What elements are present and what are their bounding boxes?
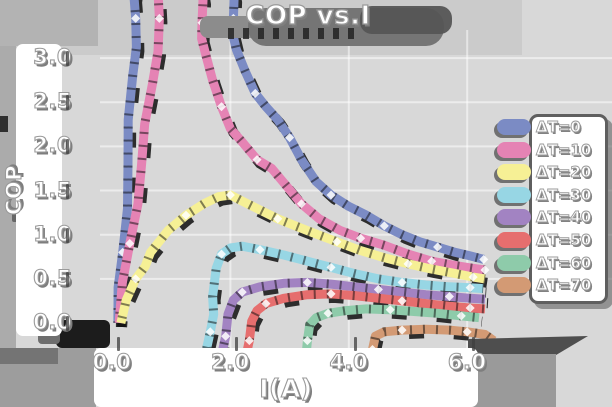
axis-shadow-fragment xyxy=(0,116,8,132)
data-point-marker xyxy=(250,88,260,98)
y-axis-title: COP xyxy=(1,164,26,216)
legend-swatch-icon xyxy=(497,277,531,294)
x-axis-title: I(A) xyxy=(259,373,313,403)
legend-label: ΔT=40 xyxy=(536,208,592,227)
y-tick-label: 3.0 xyxy=(33,45,72,70)
x-tick-label: 2.0 xyxy=(210,349,250,374)
data-point-marker xyxy=(181,210,191,220)
series-streaks-6 xyxy=(300,304,480,368)
yaxis-panel xyxy=(16,44,62,336)
legend-swatch-icon xyxy=(497,209,531,226)
background-bottomleft-dark xyxy=(0,348,58,364)
x-tick-label: 6.0 xyxy=(447,349,487,374)
y-tick-mark xyxy=(66,271,69,287)
title-shadow-dark xyxy=(360,6,452,34)
data-point-marker xyxy=(332,237,342,247)
legend-swatch-icon xyxy=(497,119,531,135)
y-tick-label: 1.0 xyxy=(33,221,72,246)
legend-label: ΔT=30 xyxy=(536,185,592,204)
legend-label: ΔT=70 xyxy=(536,276,592,295)
data-point-marker xyxy=(244,336,254,346)
legend-label: ΔT=60 xyxy=(536,253,592,272)
data-point-marker xyxy=(216,249,227,259)
legend-swatch-icon xyxy=(497,164,531,181)
y-tick-mark xyxy=(66,139,69,155)
background-topleft-shade xyxy=(0,0,98,46)
legend-swatch-icon xyxy=(497,254,531,271)
legend-swatch-icon xyxy=(497,141,531,158)
x-tick-mark xyxy=(235,337,239,351)
y-tick-mark xyxy=(66,183,69,199)
series-line-3 xyxy=(202,241,484,363)
legend-box xyxy=(529,114,608,304)
data-point-marker xyxy=(216,102,227,112)
legend-item-ΔT=40: ΔT=40 xyxy=(497,207,592,227)
y-tick-mark xyxy=(66,316,69,331)
y-tick-label: 2.0 xyxy=(33,133,72,158)
series-line-5 xyxy=(241,289,486,372)
y-tick-label: 0.5 xyxy=(33,265,72,290)
x-tick-mark xyxy=(353,337,357,351)
series-line-0 xyxy=(113,0,485,324)
data-point-marker xyxy=(221,331,231,341)
legend-item-ΔT=50: ΔT=50 xyxy=(497,230,592,250)
origin-shadow-blob xyxy=(56,320,110,348)
series-line-1 xyxy=(114,0,486,324)
data-point-marker xyxy=(225,190,235,200)
legend-label: ΔT=10 xyxy=(536,140,592,159)
series-line-2 xyxy=(116,190,486,325)
legend-item-ΔT=30: ΔT=30 xyxy=(497,185,592,205)
legend-label: ΔT=50 xyxy=(536,231,592,250)
x-tick-mark xyxy=(472,337,476,351)
legend-swatch-icon xyxy=(497,232,531,248)
chart-title: COP vs.I xyxy=(245,0,371,31)
data-point-marker xyxy=(125,239,135,249)
y-tick-label: 0.0 xyxy=(33,309,72,334)
legend-item-ΔT=20: ΔT=20 xyxy=(497,162,592,182)
legend-item-ΔT=10: ΔT=10 xyxy=(497,140,592,160)
legend-label: ΔT=20 xyxy=(536,163,592,182)
data-point-marker xyxy=(131,274,141,284)
legend-item-ΔT=70: ΔT=70 xyxy=(497,275,592,295)
x-tick-mark xyxy=(117,337,120,351)
bottomright-shadow-block xyxy=(468,354,556,407)
x-tick-label: 0.0 xyxy=(92,349,132,374)
xaxis-panel xyxy=(94,348,478,407)
y-tick-label: 1.5 xyxy=(33,177,72,202)
y-tick-mark xyxy=(66,95,69,111)
y-tick-mark xyxy=(66,227,69,243)
data-point-marker xyxy=(237,287,247,297)
y-tick-mark xyxy=(66,51,69,67)
data-point-marker xyxy=(205,327,215,337)
title-shadow-dashes xyxy=(228,28,360,39)
legend-swatch-icon xyxy=(497,186,531,203)
x-tick-label: 4.0 xyxy=(329,349,369,374)
legend-item-ΔT=60: ΔT=60 xyxy=(497,253,592,273)
y-tick-label: 2.5 xyxy=(33,89,72,114)
legend-label: ΔT=0 xyxy=(536,118,582,137)
series-streaks-7 xyxy=(365,324,497,377)
legend-item-ΔT=0: ΔT=0 xyxy=(497,117,581,137)
